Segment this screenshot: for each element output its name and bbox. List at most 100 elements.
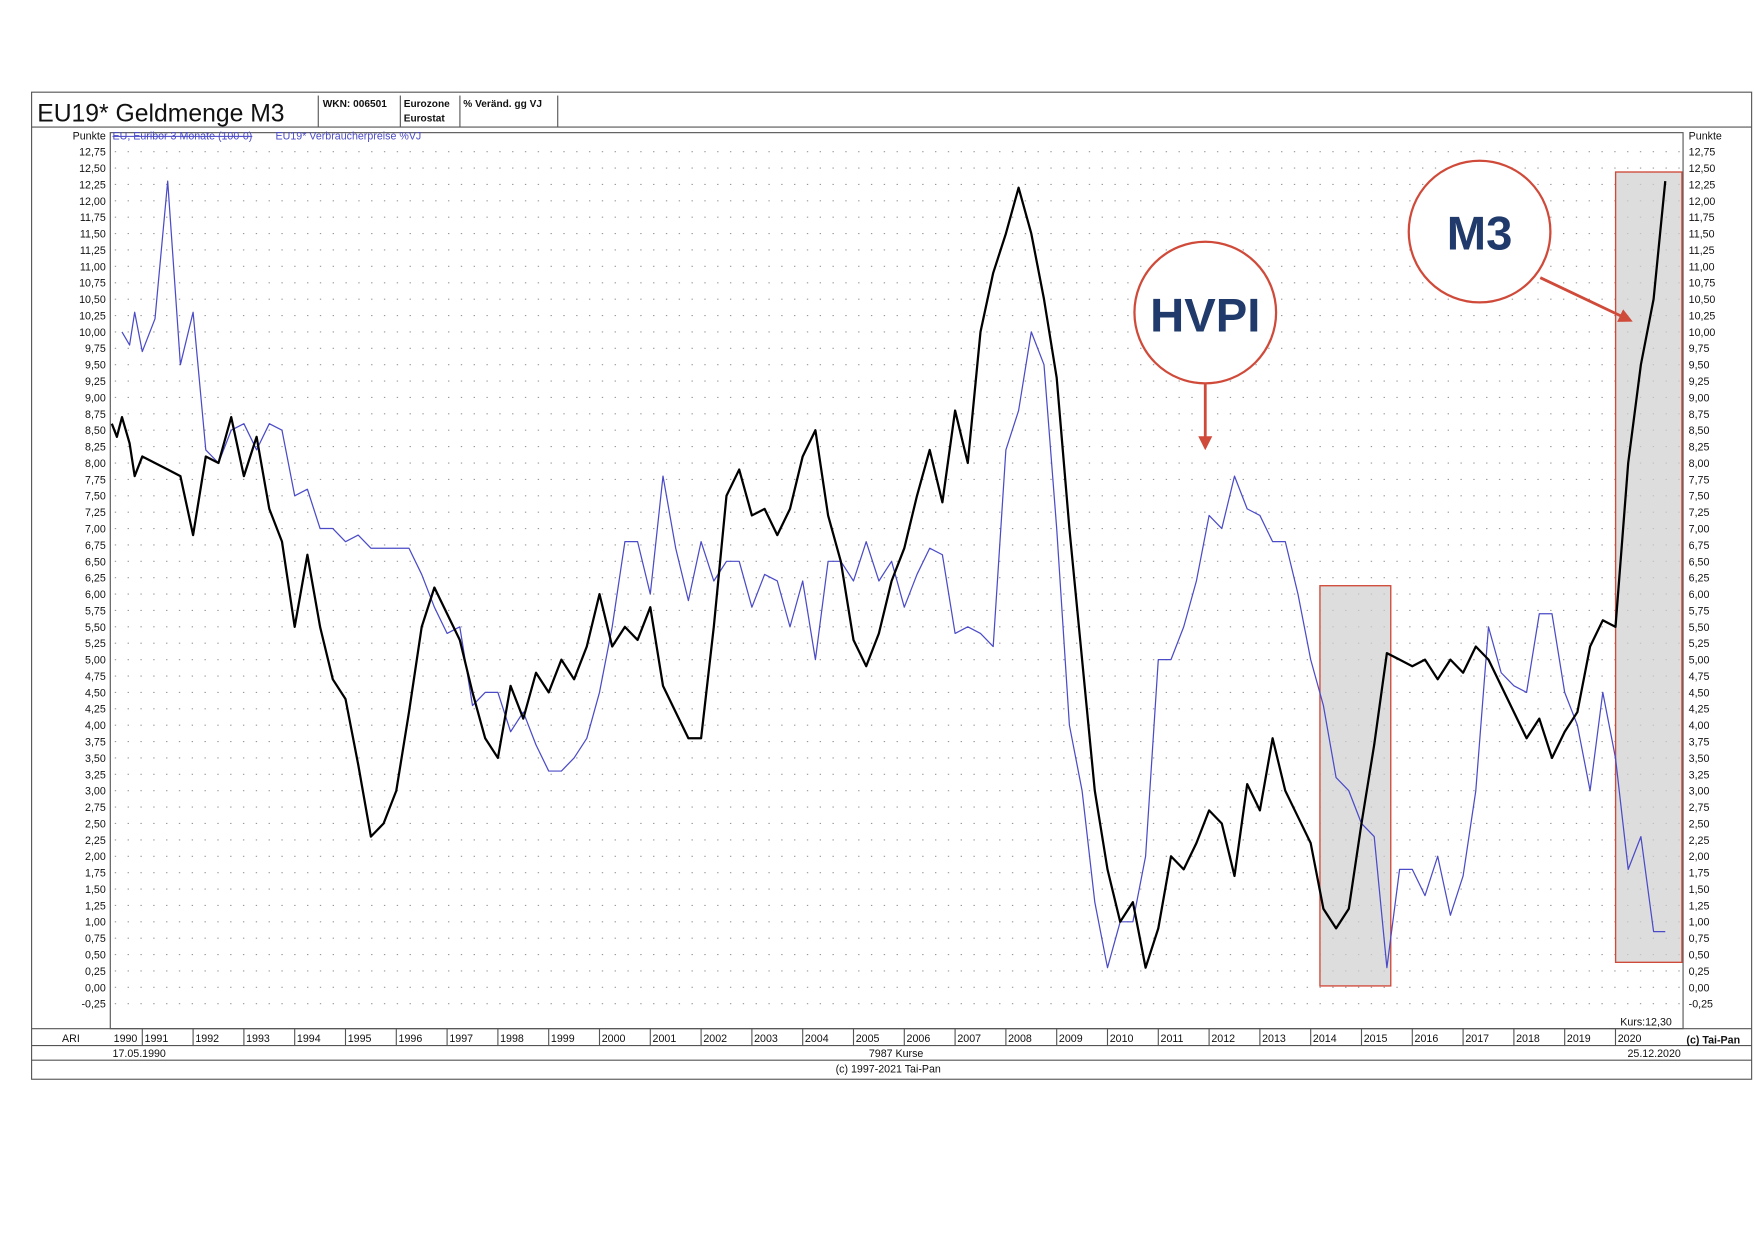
- series-line: [110, 181, 1667, 969]
- y2-tick-label: 10,25: [1689, 310, 1716, 322]
- x-tick-label: 2013: [1262, 1033, 1286, 1045]
- y2-tick-label: 5,50: [1689, 622, 1710, 634]
- y2-tick-label: 5,75: [1689, 605, 1710, 617]
- x-tick-label: 2001: [653, 1033, 677, 1045]
- y2-tick-label: 8,00: [1689, 458, 1710, 470]
- y-tick-label: 4,25: [85, 704, 106, 716]
- y-tick-label: 1,00: [85, 917, 106, 929]
- y-tick-label: 12,00: [79, 196, 106, 208]
- count-label: 7987 Kurse: [869, 1048, 924, 1060]
- frame: [31, 91, 1753, 1080]
- x-tick-label: 2007: [957, 1033, 981, 1045]
- y2-tick-label: 11,00: [1689, 261, 1715, 273]
- y2-tick-label: 9,25: [1689, 376, 1710, 388]
- y2-tick-label: 1,25: [1689, 900, 1710, 912]
- y2-tick-label: 7,25: [1689, 507, 1710, 519]
- y2-tick-label: 6,00: [1689, 589, 1710, 601]
- y-tick-label: 1,50: [85, 884, 106, 896]
- y-tick-label: 2,75: [85, 802, 106, 814]
- y-tick-label: -0,25: [81, 999, 105, 1011]
- annotation-arrow: [1539, 276, 1633, 322]
- y2-axis-label: Punkte: [1689, 130, 1722, 142]
- start-date: 17.05.1990: [113, 1048, 166, 1060]
- y2-tick-label: 6,25: [1689, 573, 1710, 585]
- y2-tick-label: 2,75: [1689, 802, 1710, 814]
- annotation: M3: [1447, 208, 1513, 261]
- right-credit: (c) Tai-Pan: [1686, 1034, 1740, 1046]
- y-tick-label: 2,25: [85, 835, 106, 847]
- y-tick-label: 0,75: [85, 933, 106, 945]
- y-tick-label: 8,50: [85, 425, 106, 437]
- y-tick-label: 6,75: [85, 540, 106, 552]
- y-tick-label: 7,00: [85, 523, 106, 535]
- x-tick-label: 2003: [754, 1033, 778, 1045]
- x-tick-label: 1999: [551, 1033, 575, 1045]
- y-tick-label: 7,25: [85, 507, 106, 519]
- y-tick-label: 10,00: [79, 327, 106, 339]
- y2-tick-label: 3,25: [1689, 769, 1710, 781]
- annotation-circle: [1407, 159, 1552, 304]
- x-tick-label: 2020: [1618, 1033, 1642, 1045]
- y-tick-label: 7,50: [85, 491, 106, 503]
- x-tick-label: 1998: [500, 1033, 524, 1045]
- y-tick-label: 3,25: [85, 769, 106, 781]
- y-tick-label: 0,00: [85, 982, 106, 994]
- y2-tick-label: 10,75: [1689, 278, 1716, 290]
- y2-tick-label: 2,25: [1689, 835, 1710, 847]
- y2-tick-label: 9,75: [1689, 343, 1710, 355]
- y-tick-label: 10,25: [79, 310, 106, 322]
- y2-tick-label: 4,75: [1689, 671, 1710, 683]
- last-value: Kurs:12,30: [1620, 1016, 1672, 1028]
- y-tick-label: 2,50: [85, 818, 106, 830]
- y-tick-label: 7,75: [85, 474, 106, 486]
- y2-tick-label: 10,50: [1689, 294, 1716, 306]
- y2-tick-label: 3,50: [1689, 753, 1710, 765]
- y-tick-label: 6,25: [85, 573, 106, 585]
- y2-tick-label: 1,00: [1689, 917, 1710, 929]
- y2-tick-label: 8,25: [1689, 442, 1710, 454]
- y-tick-label: 11,75: [80, 212, 106, 224]
- y2-tick-label: 1,50: [1689, 884, 1710, 896]
- y-tick-label: 10,50: [79, 294, 106, 306]
- y-tick-label: 5,00: [85, 655, 106, 667]
- y-tick-label: 9,25: [85, 376, 106, 388]
- x-tick-label: 2019: [1567, 1033, 1591, 1045]
- y-tick-label: 3,50: [85, 753, 106, 765]
- y-tick-label: 8,25: [85, 442, 106, 454]
- y-tick-label: 4,75: [85, 671, 106, 683]
- y-tick-label: 0,50: [85, 950, 106, 962]
- y2-tick-label: 4,50: [1689, 687, 1710, 699]
- x-tick-label: 2006: [907, 1033, 931, 1045]
- y-tick-label: 5,75: [85, 605, 106, 617]
- y-tick-label: 3,75: [85, 736, 106, 748]
- legend-entry: EU19* Verbraucherpreise %VJ: [276, 130, 422, 142]
- y-tick-label: 12,25: [79, 179, 106, 191]
- y-tick-label: 9,50: [85, 360, 106, 372]
- x-tick-label: 2018: [1516, 1033, 1540, 1045]
- y2-tick-label: 2,50: [1689, 818, 1710, 830]
- x-tick-label: 2015: [1364, 1033, 1388, 1045]
- x-tick-label: 2008: [1008, 1033, 1032, 1045]
- y-tick-label: 11,25: [80, 245, 106, 257]
- x-row-label: ARI: [62, 1033, 80, 1045]
- x-tick-label: 1991: [145, 1033, 169, 1045]
- y2-tick-label: 9,50: [1689, 360, 1710, 372]
- y-axis-label: Punkte: [73, 130, 106, 142]
- y2-tick-label: 8,50: [1689, 425, 1710, 437]
- y2-tick-label: 11,50: [1689, 229, 1715, 241]
- y2-tick-label: 9,00: [1689, 392, 1710, 404]
- y2-tick-label: 0,25: [1689, 966, 1710, 978]
- highlight-box: [1319, 585, 1392, 987]
- highlight-box: [1614, 171, 1683, 963]
- copyright: (c) 1997-2021 Tai-Pan: [836, 1063, 941, 1075]
- region: Eurozone: [404, 99, 450, 110]
- x-tick-label: 2017: [1465, 1033, 1489, 1045]
- y2-tick-label: 5,00: [1689, 655, 1710, 667]
- y-tick-label: 0,25: [85, 966, 106, 978]
- y-tick-label: 6,00: [85, 589, 106, 601]
- x-tick-label: 1995: [348, 1033, 372, 1045]
- y2-tick-label: -0,25: [1689, 999, 1713, 1011]
- x-tick-label: 2004: [805, 1033, 829, 1045]
